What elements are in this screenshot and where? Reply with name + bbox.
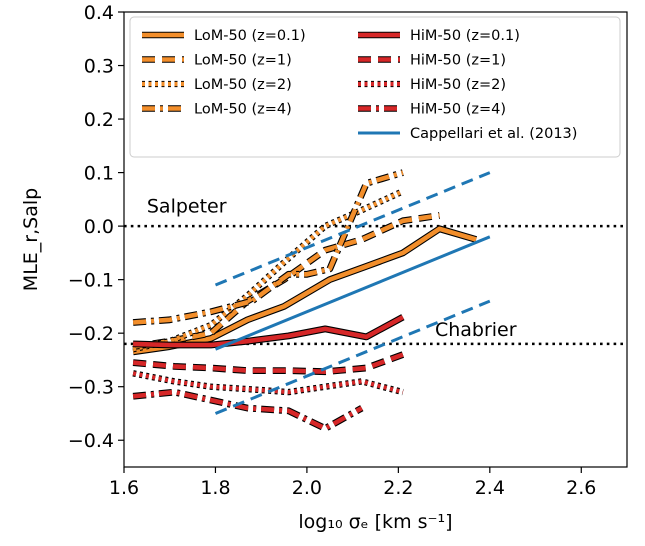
series-line (132, 189, 404, 352)
y-tick-label: 0.0 (84, 216, 114, 238)
series-him-50-z-2 (132, 370, 404, 396)
legend-item: LoM-50 (z=1) (142, 53, 292, 69)
legend-item: HiM-50 (z=1) (358, 53, 506, 69)
y-tick-label: −0.4 (68, 430, 114, 452)
series-him-50-z-1 (132, 351, 405, 376)
series-line (132, 389, 363, 431)
series-lom-50-z-2 (132, 188, 405, 353)
legend-item: HiM-50 (z=4) (358, 102, 506, 118)
y-tick-label: 0.3 (84, 56, 114, 78)
legend-label: LoM-50 (z=4) (194, 102, 292, 118)
x-axis-label: log₁₀ σₑ [km s⁻¹] (298, 511, 452, 533)
x-tick-label: 2.6 (566, 477, 596, 499)
series-lom-50-z-4 (132, 169, 404, 326)
series-line (214, 171, 491, 287)
series-line (132, 170, 404, 325)
legend-item: LoM-50 (z=0.1) (142, 28, 306, 44)
y-tick-label: −0.3 (68, 377, 114, 399)
axes-frame (123, 11, 628, 468)
x-tick-label: 1.6 (109, 477, 139, 499)
y-tick-label: −0.1 (68, 270, 114, 292)
y-axis-label: MLE_r,Salp (20, 188, 42, 291)
x-tick-label: 2.2 (383, 477, 413, 499)
y-tick-label: −0.2 (68, 323, 114, 345)
legend-label: LoM-50 (z=0.1) (194, 28, 306, 44)
y-tick-label: 0.1 (84, 163, 114, 185)
series-outline (132, 212, 440, 350)
legend-item: HiM-50 (z=0.1) (358, 28, 520, 44)
x-tick-label: 1.8 (200, 477, 230, 499)
legend-label: Cappellari et al. (2013) (410, 126, 577, 142)
legend-frame (129, 16, 621, 158)
legend-label: HiM-50 (z=2) (410, 77, 506, 93)
legend-label: LoM-50 (z=1) (194, 53, 292, 69)
series-him-50-z-0-1 (132, 314, 405, 349)
legend: LoM-50 (z=0.1) LoM-50 (z=1) LoM-50 (z=2) Lo… (129, 16, 621, 158)
legend-item: HiM-50 (z=2) (358, 77, 506, 93)
annotation-chabrier: Chabrier (435, 319, 517, 341)
series-cappellari-scatter-10 (214, 299, 491, 415)
y-tick-label: 0.2 (84, 109, 114, 131)
legend-label: HiM-50 (z=0.1) (410, 28, 520, 44)
series-line (133, 315, 404, 348)
series-cappellari-scatter-9 (214, 171, 491, 287)
series-line (214, 235, 491, 351)
x-tick-label: 2.4 (475, 477, 505, 499)
plot-area (124, 169, 627, 432)
series-line (214, 299, 491, 415)
legend-label: LoM-50 (z=2) (194, 77, 292, 93)
legend-label: HiM-50 (z=1) (410, 53, 506, 69)
legend-label: HiM-50 (z=4) (410, 102, 506, 118)
annotation-salpeter: Salpeter (147, 196, 227, 218)
series-him-50-z-4 (132, 388, 364, 432)
series-line (132, 371, 404, 395)
series-lom-50-z-1 (132, 212, 440, 350)
legend-item: LoM-50 (z=2) (142, 77, 292, 93)
x-tick-label: 2.0 (292, 477, 322, 499)
legend-item: LoM-50 (z=4) (142, 102, 292, 118)
series-cappellari-et-al-2013 (214, 235, 491, 351)
y-tick-label: 0.4 (84, 2, 114, 24)
series-line (132, 352, 404, 375)
legend-item: Cappellari et al. (2013) (358, 126, 577, 142)
